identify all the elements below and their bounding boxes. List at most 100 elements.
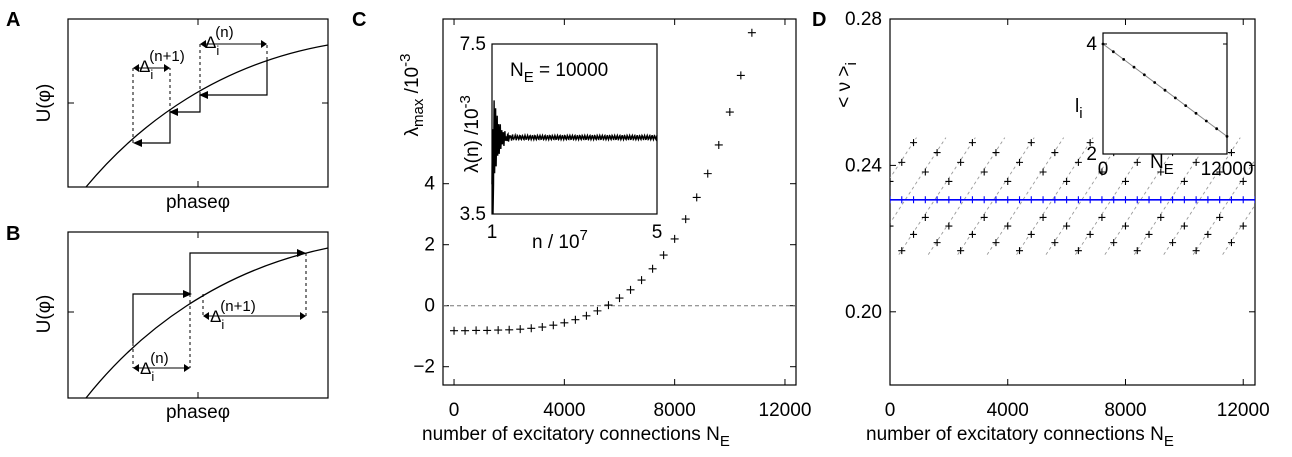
panel-d-highlighted-point	[1074, 196, 1082, 204]
panel-d-point	[1063, 177, 1071, 185]
panel-b: B Δi(n) Δi(n+1) U(φ) phaseφ	[6, 223, 329, 423]
panel-d-xtick-label: 8000	[1104, 400, 1146, 421]
panel-d-inset-point	[1163, 88, 1167, 92]
panel-d-axes: 0 4000 8000 12000 0.20 0.24 0.28	[845, 9, 1270, 421]
panel-d-xtick-label: 0	[885, 400, 896, 421]
panel-d-highlighted-point	[1039, 196, 1047, 204]
panel-c-point	[736, 71, 745, 80]
panel-c-axes: 0 4000 8000 12000 −2 0 2 4	[413, 19, 811, 421]
panel-c-inset-axes: 1 5 3.5 7.5	[460, 34, 663, 243]
panel-d-inset-point	[1122, 58, 1126, 61]
panel-d-highlighted-point	[1145, 196, 1153, 204]
panel-d-ytick-label: 0.20	[845, 302, 882, 323]
panel-d-inset-frame	[1102, 32, 1228, 155]
panel-c-xtick-label: 0	[449, 400, 460, 421]
panel-d-point	[1180, 222, 1188, 230]
panel-c-xtick-label: 12000	[759, 400, 812, 421]
panel-d: D 0 4000 8000 12000 0.20 0.24 0.28 < ν >i numb…	[812, 9, 1270, 450]
panel-a-annot-2: Δi(n)	[205, 24, 234, 58]
panel-d-highlighted-point	[1239, 196, 1247, 204]
panel-d-branch-line	[927, 137, 1006, 255]
panel-c-inset-trace	[491, 100, 658, 215]
panel-c-point	[670, 234, 679, 243]
panel-c-point	[494, 326, 503, 335]
panel-c-point	[527, 324, 536, 333]
panel-d-highlighted-point	[945, 196, 953, 204]
panel-d-inset-point	[1101, 42, 1105, 46]
panel-d-highlighted-point	[1004, 196, 1012, 204]
panel-c-ylabel: λmax /10-3	[397, 54, 427, 137]
panel-d-point	[1145, 230, 1153, 238]
panel-b-xlabel: phaseφ	[166, 402, 230, 423]
panel-d-point	[945, 222, 953, 230]
panel-d-highlighted-point	[1204, 196, 1212, 204]
panel-c-frame	[442, 18, 797, 386]
panel-d-highlighted-point	[957, 196, 965, 204]
panel-d-point	[1016, 158, 1024, 166]
panel-d-point	[898, 158, 906, 166]
panel-d-inset-ytick-label: 4	[1086, 34, 1097, 55]
panel-d-inset-point	[1194, 111, 1198, 115]
panel-c-point	[648, 264, 657, 273]
panel-c-inset-ylabel: λ(n) /10-3	[457, 95, 483, 173]
panel-c-point	[461, 326, 470, 335]
panel-d-highlighted-point	[1133, 196, 1141, 204]
panel-c-point	[626, 285, 635, 294]
panel-d-point	[957, 247, 965, 255]
panel-d-point	[1133, 158, 1141, 166]
panel-d-point	[1157, 213, 1165, 221]
panel-a-frame	[67, 18, 329, 188]
panel-c-inset-xlabel: n / 107	[532, 227, 588, 253]
panel-d-xtick-label: 12000	[1217, 400, 1270, 421]
panel-d-inset-point	[1111, 50, 1115, 54]
panel-d-inset-point	[1153, 81, 1157, 84]
panel-d-point	[1004, 222, 1012, 230]
panel-d-point	[968, 139, 976, 147]
panel-d-point	[1216, 213, 1224, 221]
panel-c-inset-ytick-label: 3.5	[460, 204, 486, 225]
panel-d-xtick-label: 4000	[987, 400, 1029, 421]
panel-d-inset-point	[1173, 96, 1177, 100]
panel-d-highlighted-point	[921, 196, 929, 204]
panel-d-point	[945, 177, 953, 185]
panel-a-delta-lines	[135, 43, 265, 69]
panel-d-point	[980, 168, 988, 176]
panel-d-point	[1074, 247, 1082, 255]
panel-b-map-arrows	[132, 252, 300, 343]
panel-c-ytick-label: −2	[413, 357, 435, 378]
panel-b-annot-1: Δi(n)	[140, 350, 169, 384]
panel-d-point	[921, 168, 929, 176]
panel-b-annot-2: Δi(n+1)	[210, 298, 256, 332]
panel-d-highlighted-point	[980, 196, 988, 204]
panel-d-point	[933, 149, 941, 157]
panel-c-point	[659, 251, 668, 260]
panel-d-point	[1157, 168, 1165, 176]
panel-d-point	[1133, 247, 1141, 255]
panel-d-highlighted-point	[1016, 196, 1024, 204]
panel-d-point	[910, 139, 918, 147]
panel-c-inset-frame	[491, 43, 658, 215]
panel-d-point	[1039, 213, 1047, 221]
panel-d-highlighted-point	[1227, 196, 1235, 204]
panel-a-label: A	[6, 9, 20, 31]
panel-d-point	[890, 222, 894, 230]
panel-d-label: D	[812, 9, 826, 31]
panel-c-point	[703, 169, 712, 178]
panel-d-inset-point	[1225, 135, 1229, 138]
panel-c-point	[714, 140, 723, 149]
panel-c-point	[604, 301, 613, 310]
panel-a-map-arrows	[138, 60, 268, 144]
panel-d-branch-line	[890, 137, 917, 179]
panel-d-point	[1004, 177, 1012, 185]
panel-c-point	[637, 276, 646, 285]
panel-c: C 0 4000 8000 12000 −2 0 2 4 λmax /10-3 number …	[352, 9, 811, 450]
panel-d-highlighted-point	[992, 196, 1000, 204]
panel-d-highlighted-point	[1110, 196, 1118, 204]
panel-d-highlighted-point	[910, 196, 918, 204]
panel-d-point	[898, 247, 906, 255]
panel-d-inset-plot	[1101, 42, 1229, 138]
panel-d-point	[957, 158, 965, 166]
panel-d-point	[1016, 247, 1024, 255]
panel-c-inset-xtick-label: 1	[487, 222, 498, 243]
